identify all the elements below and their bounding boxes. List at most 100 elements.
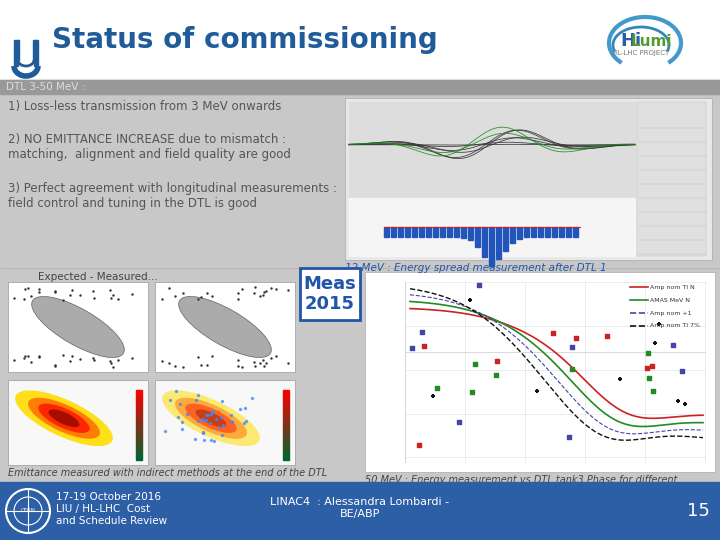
Bar [34,40,38,66]
Point [192,416,204,425]
Ellipse shape [48,409,79,427]
Bar [283,429,289,432]
Point [216,397,228,406]
Bar [482,227,487,257]
Text: 12 MeV : Energy spread measurement after DTL 1: 12 MeV : Energy spread measurement after… [345,263,607,273]
Point [227,417,238,426]
Bar [365,272,715,472]
Bar [283,432,289,435]
Bar [33,40,35,60]
Bar [0,0,720,80]
Bar [405,227,410,237]
Text: LINAC4  : Alessandra Lombardi -
BE/ABP: LINAC4 : Alessandra Lombardi - BE/ABP [271,497,449,519]
Point [667,341,679,349]
Bar [283,442,289,446]
Point [642,348,654,357]
Bar [461,227,466,238]
Bar [426,227,431,237]
Point [197,428,209,437]
Bar [14,40,18,66]
Point [531,386,543,395]
Bar [136,390,142,394]
Point [200,411,212,420]
Bar [136,449,142,453]
Ellipse shape [196,409,226,427]
Point [164,396,176,404]
Point [215,413,227,421]
Point [193,391,204,400]
Point [175,400,186,408]
Bar [155,282,295,372]
Bar [524,227,529,238]
Bar [433,227,438,237]
Point [676,366,688,375]
Bar [283,439,289,442]
Point [570,334,582,342]
Bar [136,425,142,429]
Ellipse shape [28,398,100,439]
Bar [136,453,142,456]
Text: 3) Perfect agreement with longitudinal measurements :
field control and tuning i: 3) Perfect agreement with longitudinal m… [8,182,337,210]
Point [181,410,193,418]
Text: Status of commissioning: Status of commissioning [52,26,438,54]
Ellipse shape [185,403,237,433]
Bar [0,80,720,482]
Bar [283,435,289,439]
Bar [283,408,289,411]
Point [199,435,210,444]
Bar [283,411,289,415]
Bar [283,446,289,449]
Bar [155,380,295,465]
Bar [489,227,494,266]
Bar [136,418,142,422]
Bar [283,390,289,394]
Bar [440,227,445,237]
Point [190,396,202,404]
Point [204,418,216,427]
Ellipse shape [175,398,247,439]
Point [225,411,237,420]
Text: Emittance measured with indirect methods at the end of the DTL: Emittance measured with indirect methods… [8,468,327,478]
Bar [300,268,360,320]
Ellipse shape [32,296,125,357]
Bar [136,411,142,415]
Point [207,408,219,416]
Point [217,420,229,429]
Bar [545,227,550,237]
Bar [136,404,142,408]
Point [216,431,228,440]
Bar [136,432,142,435]
Text: LIU / HL-LHC  Cost
and Schedule Review: LIU / HL-LHC Cost and Schedule Review [56,504,167,525]
Bar [454,227,459,237]
Bar [283,422,289,425]
Point [196,416,207,425]
Point [601,331,613,340]
Bar [552,227,557,237]
Point [672,397,684,406]
Bar [8,282,148,372]
Bar [17,40,19,60]
Bar [283,397,289,401]
Text: Amp nom +1: Amp nom +1 [650,310,691,315]
Point [205,409,217,418]
Point [646,362,657,370]
Bar [566,227,571,237]
Point [454,417,465,426]
Text: Lumi: Lumi [630,33,672,49]
Text: CERN: CERN [20,509,35,514]
Ellipse shape [15,390,113,446]
Point [649,339,661,347]
Point [235,405,246,414]
Point [159,427,171,435]
Point [614,375,626,384]
Bar [136,422,142,425]
Point [467,388,478,396]
Bar [136,456,142,460]
Point [566,342,577,351]
Text: Hi: Hi [621,32,642,50]
Bar [0,482,720,540]
Bar [412,227,417,237]
Bar [447,227,452,237]
Bar [136,442,142,446]
Point [197,415,209,424]
